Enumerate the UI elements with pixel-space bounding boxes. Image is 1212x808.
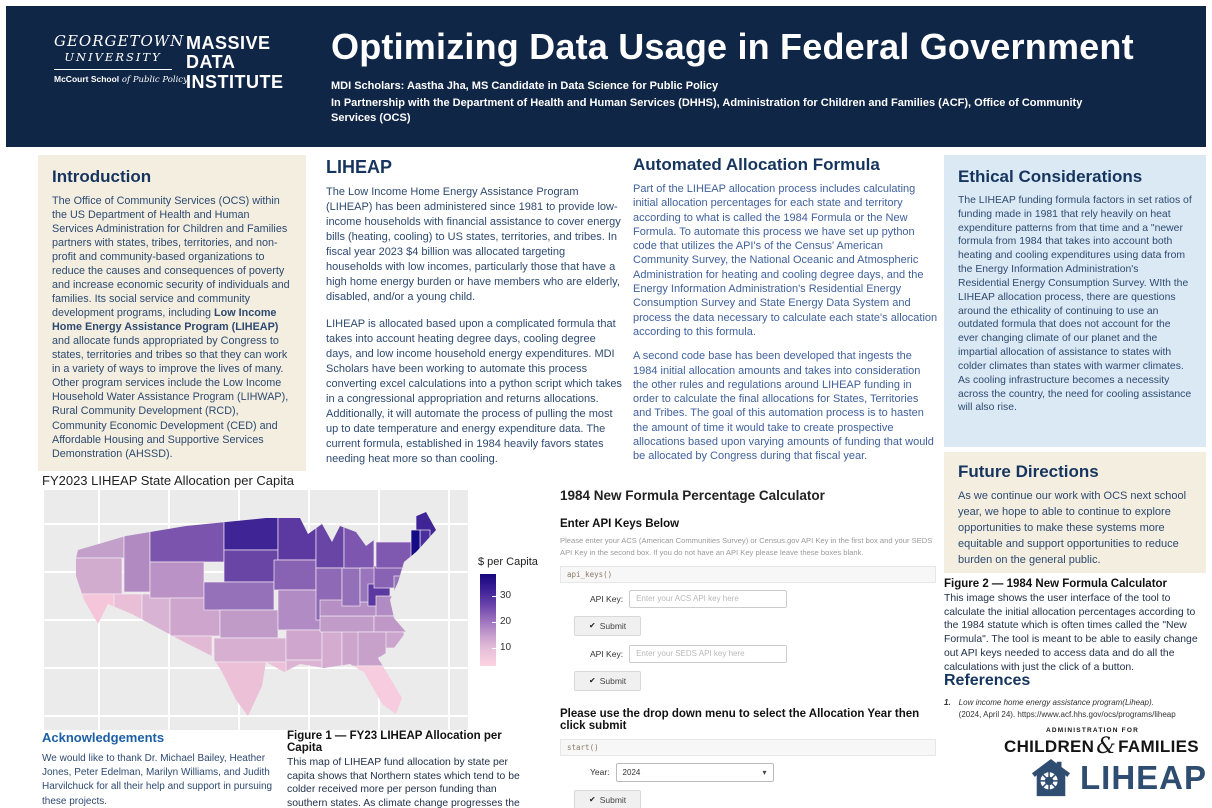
state-patches xyxy=(76,512,436,716)
header-band: GEORGETOWN UNIVERSITY McCourt School of … xyxy=(6,6,1206,147)
reference-item: 1. Low income home energy assistance pro… xyxy=(944,698,1176,720)
map-legend: $ per Capita 30 20 10 xyxy=(478,556,548,666)
mccourt-school-label: McCourt School of Public Policy xyxy=(54,74,188,85)
acknowledgements-heading: Acknowledgements xyxy=(42,730,165,745)
section-introduction: Introduction The Office of Community Ser… xyxy=(38,155,306,471)
future-heading: Future Directions xyxy=(958,462,1099,481)
year-heading: Please use the drop down menu to select … xyxy=(560,707,920,732)
code-chunk-api-keys: api_keys() xyxy=(560,565,936,583)
formula-paragraph-1: Part of the LIHEAP allocation process in… xyxy=(633,183,938,338)
section-ethical: Ethical Considerations The LIHEAP fundin… xyxy=(944,155,1206,447)
liheap-heading: LIHEAP xyxy=(326,157,393,177)
mdi-logo: MASSIVE DATA INSTITUTE xyxy=(186,33,284,92)
introduction-heading: Introduction xyxy=(52,167,152,186)
check-icon: ✔ xyxy=(589,621,596,631)
formula-paragraph-2: A second code base has been developed th… xyxy=(633,350,934,463)
figure2-caption-title: Figure 2 — 1984 New Formula Calculator xyxy=(944,578,1168,590)
check-icon: ✔ xyxy=(589,795,596,805)
acf-logo: ADMINISTRATION FOR CHILDREN & FAMILIES xyxy=(1004,727,1199,759)
figure1-caption-title: Figure 1 — FY23 LIHEAP Allocation per Ca… xyxy=(287,730,502,754)
formula-heading: Automated Allocation Formula xyxy=(633,155,880,174)
acf-logo-top-line: ADMINISTRATION FOR xyxy=(1046,727,1139,734)
introduction-body: The Office of Community Services (OCS) w… xyxy=(52,195,290,460)
figure1-caption: Figure 1 — FY23 LIHEAP Allocation per Ca… xyxy=(287,730,534,808)
liheap-paragraph-2: LIHEAP is allocated based upon a complic… xyxy=(326,317,622,466)
legend-tick-30: 30 xyxy=(500,590,512,601)
reference-url: (2024, April 24). https://www.acf.hhs.go… xyxy=(958,710,1176,720)
acs-key-row: API Key: xyxy=(590,589,936,608)
logo-block: GEORGETOWN UNIVERSITY McCourt School of … xyxy=(54,32,284,92)
liheap-logo-text: LIHEAP xyxy=(1080,759,1208,796)
figure2-caption: Figure 2 — 1984 New Formula Calculator T… xyxy=(944,578,1210,674)
acs-key-input[interactable] xyxy=(629,589,788,608)
us-map-svg xyxy=(44,490,468,730)
code-chunk-start: start() xyxy=(560,738,936,756)
poster-title: Optimizing Data Usage in Federal Governm… xyxy=(331,26,1134,67)
acs-key-label: API Key: xyxy=(590,593,624,604)
future-body: As we continue our work with OCS next sc… xyxy=(958,490,1187,566)
api-keys-note: Please enter your ACS (American Communit… xyxy=(560,536,933,557)
section-formula: Automated Allocation Formula Part of the… xyxy=(633,155,938,474)
chevron-down-icon: ▾ xyxy=(762,767,767,777)
liheap-logo: LIHEAP xyxy=(1030,758,1207,798)
seds-submit-button[interactable]: ✔ Submit xyxy=(574,670,642,691)
liheap-paragraph-1: The Low Income Home Energy Assistance Pr… xyxy=(326,186,621,304)
acs-submit-button[interactable]: ✔ Submit xyxy=(574,615,642,636)
figure2-caption-body: This image shows the user interface of t… xyxy=(944,593,1198,673)
seds-key-label: API Key: xyxy=(590,648,624,659)
legend-title: $ per Capita xyxy=(478,556,538,568)
acknowledgements-body: We would like to thank Dr. Michael Baile… xyxy=(42,753,273,807)
logo-divider xyxy=(54,69,172,70)
legend-tick-10: 10 xyxy=(500,642,512,653)
map-title: FY2023 LIHEAP State Allocation per Capit… xyxy=(42,473,294,488)
seds-key-input[interactable] xyxy=(629,644,788,663)
seds-key-row: API Key: xyxy=(590,644,936,663)
georgetown-wordmark: GEORGETOWN xyxy=(54,32,185,50)
year-submit-button[interactable]: ✔ Submit xyxy=(574,789,642,808)
year-row: Year: 2024 ▾ xyxy=(590,762,936,782)
georgetown-logo: GEORGETOWN UNIVERSITY McCourt School of … xyxy=(54,32,188,85)
references-heading: References xyxy=(944,672,1031,689)
choropleth-map xyxy=(44,490,468,730)
partnership-line: In Partnership with the Department of He… xyxy=(331,97,1083,124)
section-acknowledgements: Acknowledgements We would like to thank … xyxy=(42,730,282,808)
ethical-heading: Ethical Considerations xyxy=(958,167,1143,186)
ethical-body: The LIHEAP funding formula factors in se… xyxy=(958,195,1192,414)
legend-tick-20: 20 xyxy=(500,616,512,627)
legend-gradient-bar: 30 20 10 xyxy=(480,574,511,666)
title-block: Optimizing Data Usage in Federal Governm… xyxy=(331,26,1141,126)
api-keys-heading: Enter API Keys Below xyxy=(560,518,680,530)
liheap-house-icon xyxy=(1031,758,1071,797)
section-liheap: LIHEAP The Low Income Home Energy Assist… xyxy=(326,157,623,478)
calculator-screenshot: 1984 New Formula Percentage Calculator E… xyxy=(560,488,936,808)
ampersand-glyph: & xyxy=(1096,734,1117,759)
year-label: Year: xyxy=(590,767,610,778)
section-future: Future Directions As we continue our wor… xyxy=(944,452,1206,573)
year-select[interactable]: 2024 ▾ xyxy=(615,762,774,782)
section-references: References 1. Low income home energy ass… xyxy=(944,672,1206,722)
check-icon: ✔ xyxy=(589,676,596,686)
reference-title: Low income home energy assistance progra… xyxy=(958,698,1154,707)
calculator-title: 1984 New Formula Percentage Calculator xyxy=(560,488,825,503)
figure1-caption-body: This map of LIHEAP fund allocation by st… xyxy=(287,757,520,808)
scholars-line: MDI Scholars: Aastha Jha, MS Candidate i… xyxy=(331,80,719,92)
